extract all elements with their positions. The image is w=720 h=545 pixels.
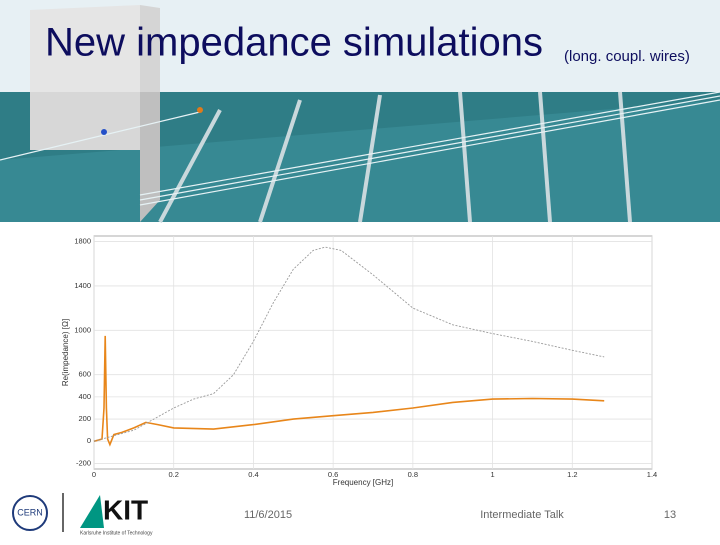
y-tick-label: 1800 (74, 237, 91, 246)
footer-event: Intermediate Talk (480, 509, 564, 521)
slide-title: New impedance simulations (45, 21, 543, 65)
x-tick-label: 0.6 (328, 470, 338, 479)
footer: CERN KIT Karlsruhe Institute of Technolo… (12, 493, 676, 536)
x-tick-label: 0.8 (408, 470, 418, 479)
x-tick-label: 0.2 (168, 470, 178, 479)
footer-date: 11/6/2015 (244, 509, 292, 521)
simulation-render (0, 0, 720, 223)
x-tick-label: 1.4 (647, 470, 657, 479)
x-axis-label: Frequency [GHz] (333, 478, 393, 487)
plot-area (93, 235, 653, 470)
y-tick-label: 400 (78, 392, 91, 401)
y-tick-label: 600 (78, 370, 91, 379)
y-tick-label: -200 (76, 458, 91, 467)
slide-subtitle: (long. coupl. wires) (564, 48, 690, 65)
cern-logo-text: CERN (17, 507, 43, 517)
x-tick-label: 1.2 (567, 470, 577, 479)
page-number: 13 (664, 509, 676, 521)
series-line (93, 335, 605, 447)
kit-logo-text: KIT (103, 494, 148, 525)
kit-emblem (80, 495, 104, 528)
x-tick-label: 0.4 (248, 470, 258, 479)
y-tick-label: 200 (78, 414, 91, 423)
kit-caption: Karlsruhe Institute of Technology (80, 530, 153, 536)
x-tick-label: 0 (92, 470, 96, 479)
series-line (93, 246, 605, 442)
y-tick-label: 1400 (74, 281, 91, 290)
y-tick-label: 1000 (74, 325, 91, 334)
y-axis-label: Re(impedance) [Ω] (61, 319, 70, 386)
y-tick-label: 0 (87, 436, 91, 445)
cern-logo (12, 495, 48, 531)
x-tick-label: 1 (490, 470, 494, 479)
